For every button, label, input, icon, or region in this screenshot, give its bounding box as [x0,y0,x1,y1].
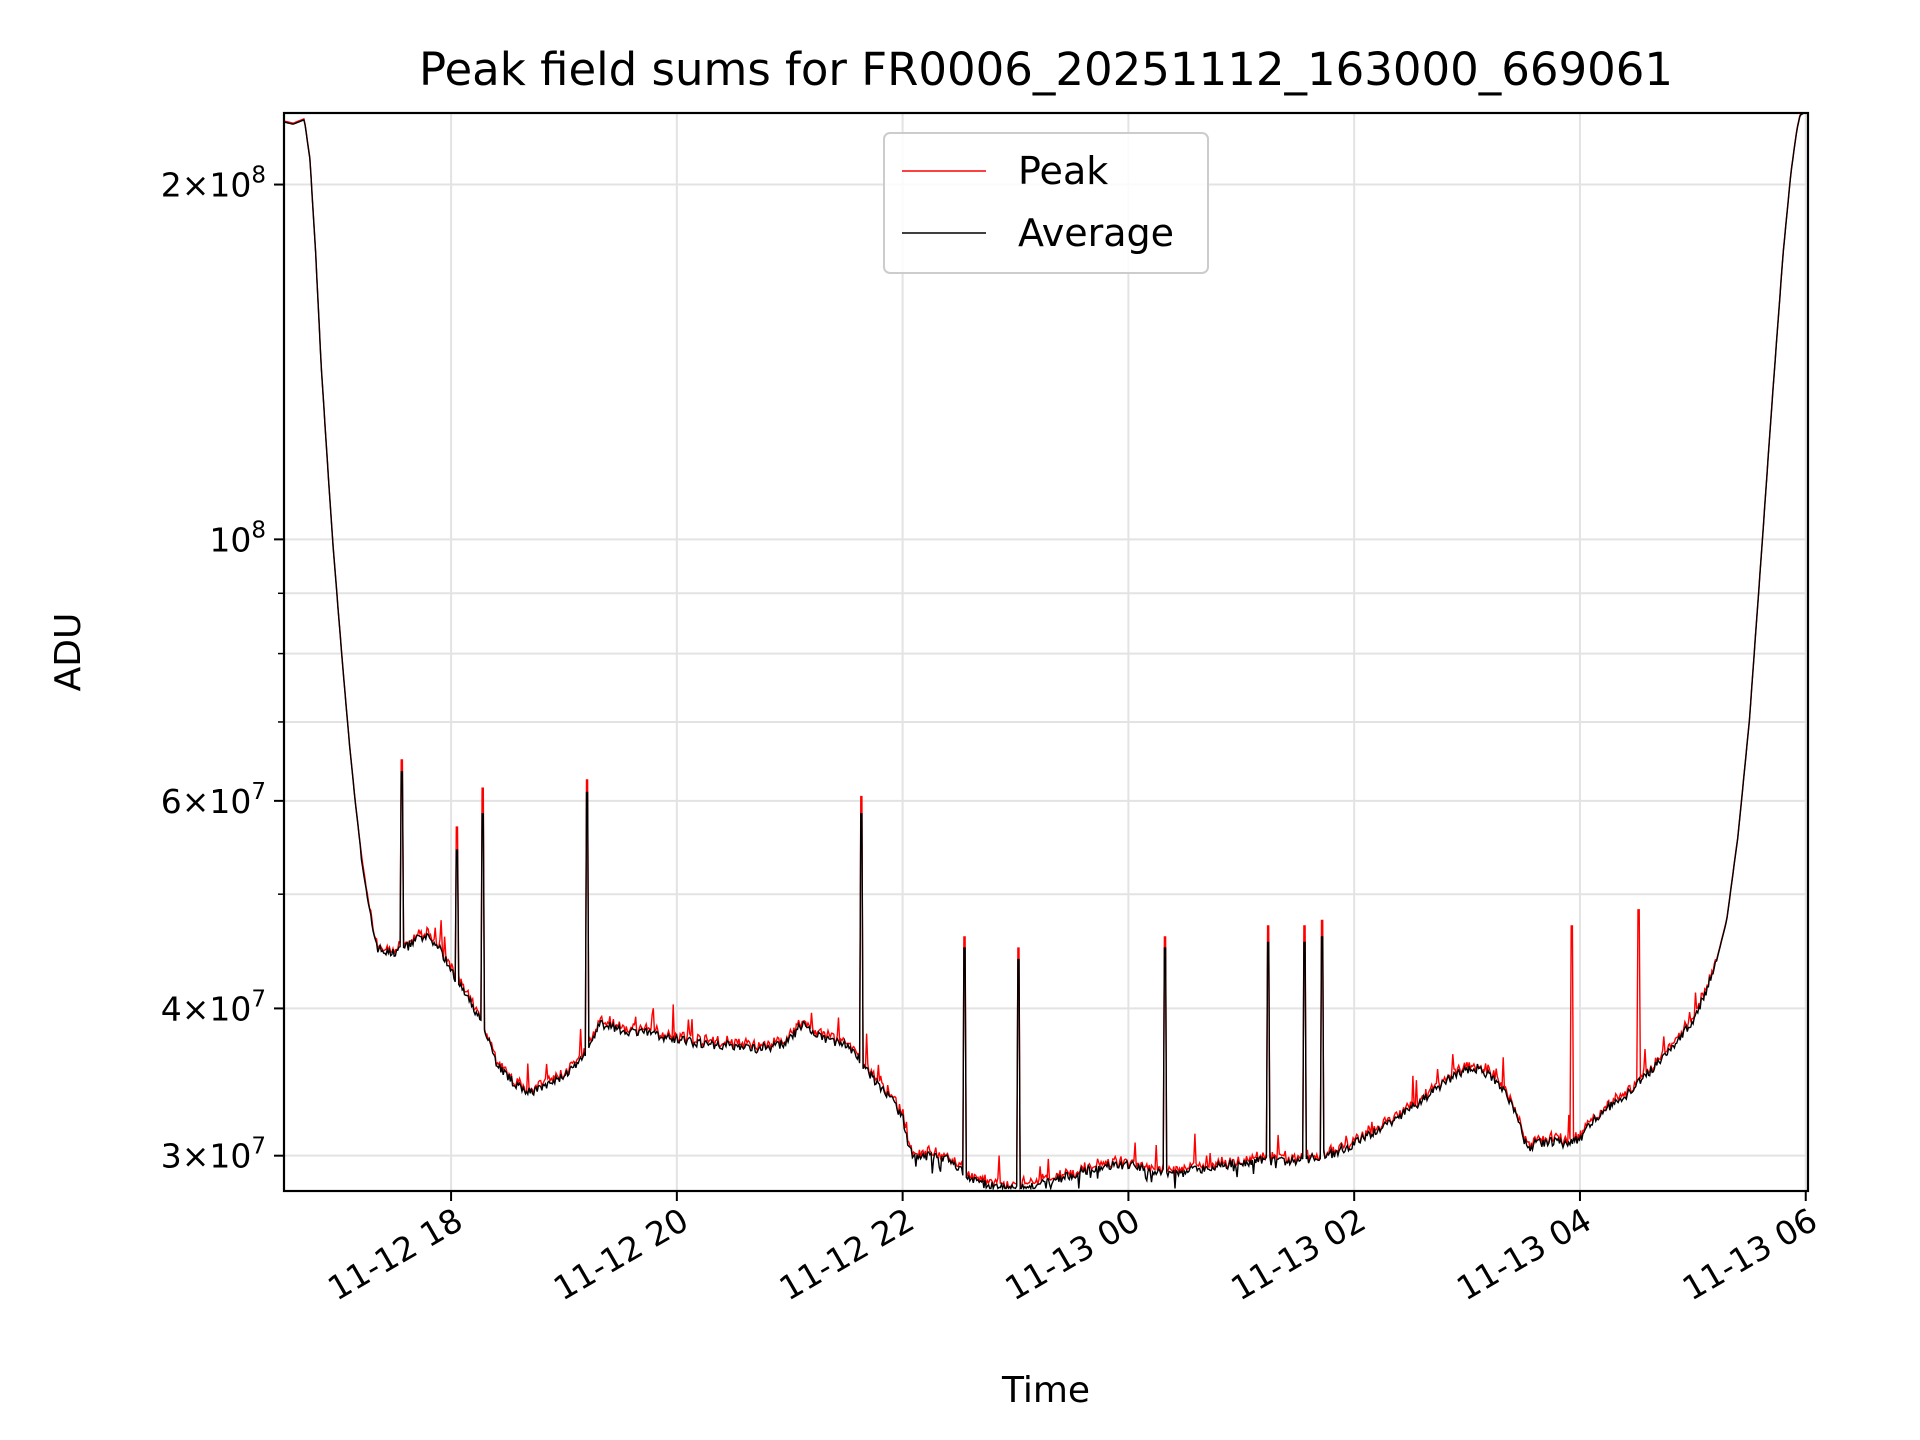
y-tick-label: 2×108 [161,163,266,205]
y-tick-label: 108 [209,517,266,559]
chart-title: Peak field sums for FR0006_20251112_1630… [419,43,1673,96]
y-tick-label: 6×107 [161,779,266,821]
y-axis: 3×107 4×107 6×107 108 2×108 [161,163,284,1176]
grid [284,113,1808,1191]
legend: Peak Average [883,132,1209,274]
plot-frame [282,111,1810,1193]
y-tick-label: 4×107 [161,986,266,1028]
y-axis-label: ADU [48,613,89,692]
legend-label-average: Average [1018,211,1174,255]
x-axis-label: Time [1001,1370,1090,1411]
series-line-average [284,113,1806,1191]
plot-series [284,113,1806,1191]
legend-label-peak: Peak [1018,149,1108,193]
y-tick-label: 3×107 [161,1134,266,1176]
legend-box [883,132,1209,274]
